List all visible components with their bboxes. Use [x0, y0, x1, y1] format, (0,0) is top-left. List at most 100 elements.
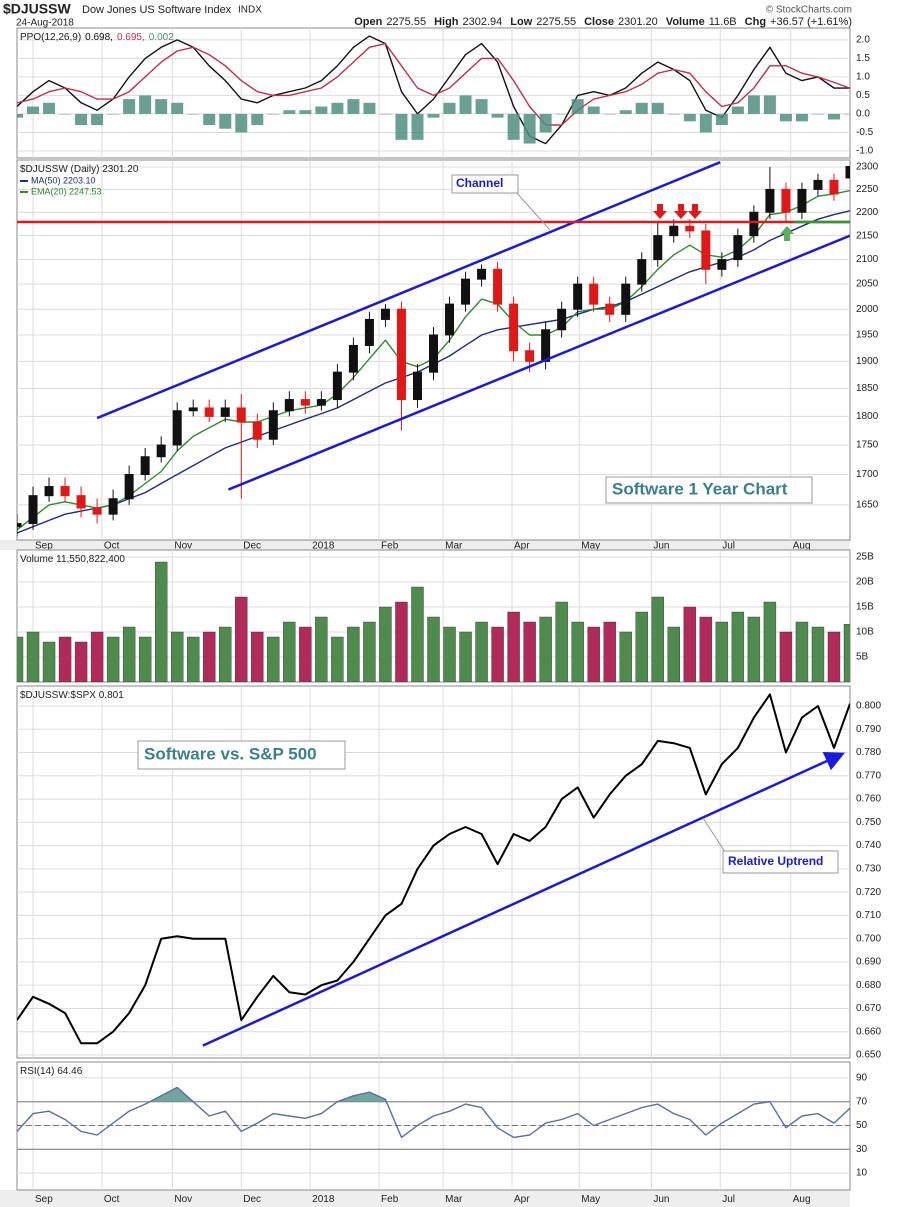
y-tick-label: 0.5: [856, 90, 870, 101]
volume-bar: [411, 586, 424, 682]
volume-bar: [731, 611, 745, 682]
x-tick-label: Oct: [104, 1194, 120, 1205]
y-tick-label: 1650: [856, 500, 879, 511]
legend-entry: MA(50) 2203.10: [31, 175, 96, 185]
y-tick-label: 2050: [856, 279, 879, 290]
volume-bar: [443, 626, 456, 682]
candle-body: [477, 268, 487, 280]
histogram-bar: [123, 99, 136, 114]
panel-title-text: $DJUSSW:$SPX 0.801: [20, 690, 124, 701]
date: 24-Aug-2018: [16, 18, 74, 29]
candle-body: [813, 179, 823, 190]
quote-value: 2301.20: [618, 16, 658, 28]
volume-bar: [763, 601, 777, 682]
histogram-bar: [155, 99, 168, 114]
histogram-bar: [539, 113, 552, 133]
histogram-bar: [315, 106, 328, 114]
x-tick-label: Oct: [104, 541, 120, 552]
volume-bar: [122, 626, 136, 682]
candle-body: [204, 407, 214, 417]
y-tick-label: 0.650: [856, 1050, 881, 1061]
signal-arrow: [674, 204, 688, 219]
histogram-bar: [811, 113, 824, 115]
candle-body: [733, 235, 743, 261]
histogram-bar: [347, 99, 360, 114]
histogram-bar: [763, 95, 776, 114]
volume-bar: [106, 636, 120, 682]
volume-bar: [603, 621, 616, 682]
y-tick-label: 0.760: [856, 794, 881, 805]
histogram-bar: [171, 102, 184, 114]
histogram-bar: [555, 113, 568, 115]
histogram-bar: [395, 113, 408, 140]
histogram-bar: [507, 113, 520, 140]
volume-bar: [251, 631, 264, 682]
candle-body: [445, 303, 455, 336]
volume-bar: [187, 636, 200, 682]
volume-bar: [315, 616, 328, 682]
histogram-bar: [267, 113, 280, 115]
y-tick-label: 30: [856, 1144, 868, 1155]
volume-bar: [667, 626, 680, 682]
histogram-bar: [251, 113, 264, 126]
y-tick-label: 15B: [856, 602, 874, 613]
y-tick-label: 2200: [856, 207, 879, 218]
panel-title: Volume 11,550,822,400: [20, 554, 125, 565]
x-tick-label: Jul: [722, 541, 735, 552]
annotation-box: [605, 476, 813, 504]
histogram-bar: [475, 99, 488, 114]
candle-body: [717, 259, 727, 270]
candle-body: [461, 278, 471, 305]
histogram-bar: [379, 113, 392, 115]
y-tick-label: 2300: [856, 162, 879, 173]
x-tick-label: Nov: [174, 1194, 192, 1205]
volume-bar: [219, 626, 232, 682]
volume-bar: [795, 621, 809, 682]
histogram-bar: [603, 113, 616, 115]
quote-label: Close: [584, 16, 614, 28]
plot-area: [17, 550, 850, 682]
y-tick-label: 0.720: [856, 887, 881, 898]
y-tick-label: 0.660: [856, 1026, 881, 1037]
x-tick-label: May: [581, 1194, 600, 1205]
volume-bar: [395, 601, 408, 682]
histogram-bar: [187, 113, 200, 115]
x-tick-label: Dec: [243, 1194, 261, 1205]
candle-body: [557, 308, 567, 331]
y-tick-label: -0.5: [856, 127, 874, 138]
candle-body: [701, 230, 711, 270]
histogram-bar: [219, 113, 232, 129]
histogram-bar: [571, 99, 584, 114]
date-strip: [0, 540, 850, 550]
candle-body: [396, 308, 406, 401]
quote-label: Open: [354, 16, 382, 28]
x-tick-label: Jun: [653, 1194, 669, 1205]
quote-value: 2275.55: [386, 16, 426, 28]
histogram-bar: [59, 113, 72, 115]
y-tick-label: 90: [856, 1073, 868, 1084]
signal-arrow: [653, 204, 667, 219]
histogram-bar: [443, 102, 456, 114]
candle-body: [765, 188, 775, 213]
candle-body: [236, 407, 246, 423]
exchange: INDX: [238, 5, 262, 16]
histogram-bar: [283, 110, 296, 114]
annotation-pointer: [702, 817, 726, 853]
candle-body: [124, 474, 134, 500]
volume-bar: [843, 624, 850, 682]
x-tick-label: Feb: [381, 541, 399, 552]
histogram-bar: [683, 113, 696, 122]
candle-body: [44, 486, 54, 497]
candle-body: [284, 399, 294, 412]
volume-bar: [619, 631, 632, 682]
histogram-bar: [427, 113, 440, 118]
candle-body: [76, 495, 86, 509]
histogram-bar: [635, 102, 648, 114]
x-tick-label: Jun: [653, 541, 669, 552]
annotation-box: [451, 174, 519, 194]
candle-body: [829, 179, 839, 195]
candle-body: [17, 523, 22, 528]
y-tick-label: 0.750: [856, 817, 881, 828]
panel-title-text: $DJUSSW (Daily) 2301.20: [20, 164, 139, 175]
